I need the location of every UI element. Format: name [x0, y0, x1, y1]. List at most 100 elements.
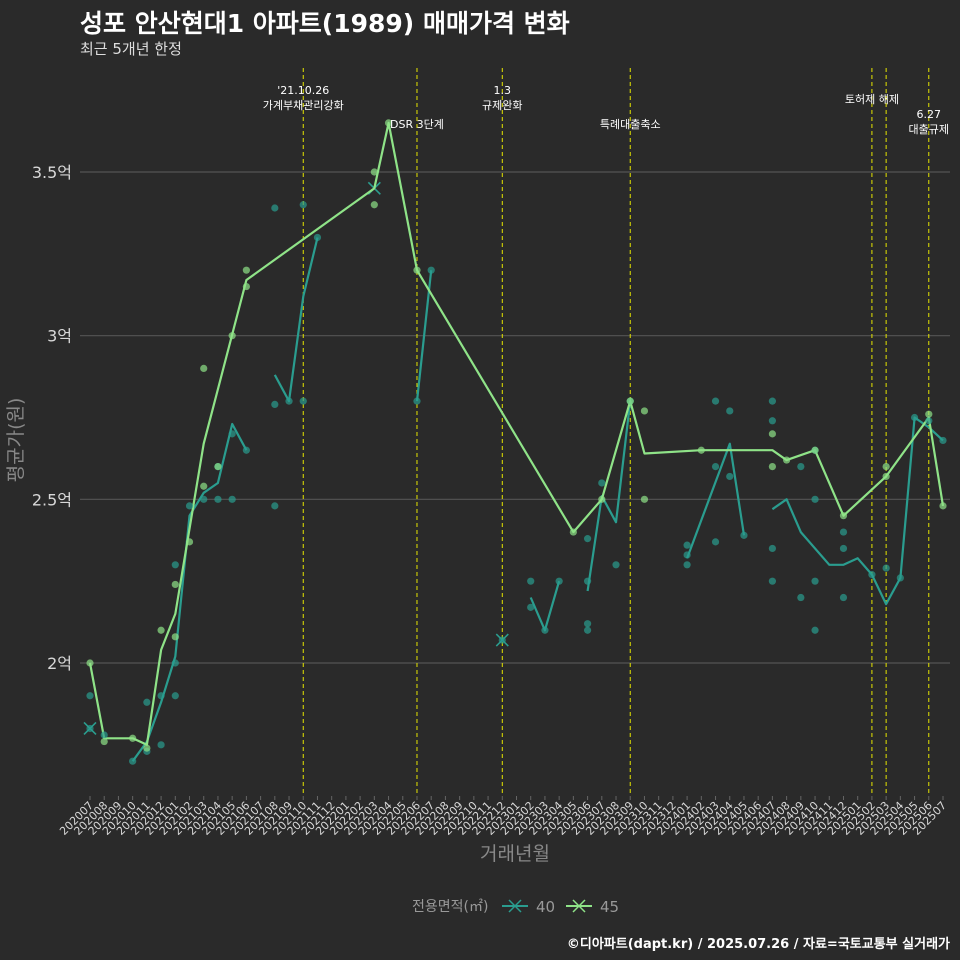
data-point-45 — [200, 482, 208, 490]
data-point-40 — [683, 561, 691, 569]
data-point-40 — [555, 577, 563, 585]
y-tick-label: 2.5억 — [32, 490, 72, 509]
data-point-40 — [740, 531, 748, 539]
data-point-45 — [640, 495, 649, 503]
data-point-45 — [100, 737, 108, 746]
data-point-40 — [797, 593, 805, 602]
data-point-40 — [768, 544, 777, 553]
legend-label-45: 45 — [600, 898, 619, 916]
series-line-40 — [529, 580, 561, 632]
data-point-40 — [811, 495, 819, 503]
data-point-45 — [157, 626, 165, 634]
data-point-40 — [683, 551, 691, 559]
data-point-45 — [598, 495, 606, 503]
legend-title: 전용면적(㎡) — [412, 899, 488, 915]
data-point-40 — [200, 495, 208, 503]
series-line-40 — [273, 237, 319, 403]
series-lines — [83, 121, 945, 762]
data-point-45 — [925, 410, 933, 418]
data-point-45 — [171, 580, 179, 589]
source-caption: ©디아파트(dapt.kr) / 2025.07.26 / 자료=국토교통부 실… — [566, 937, 950, 952]
event-annotation: 규제완화 — [482, 99, 522, 112]
data-point-40 — [413, 397, 421, 405]
series-line-45 — [88, 121, 945, 746]
event-annotation: '21.10.26 — [277, 84, 329, 97]
data-point-40 — [768, 417, 777, 425]
data-point-40 — [896, 574, 904, 582]
data-point-40 — [583, 535, 592, 543]
series-line-40 — [771, 416, 944, 606]
data-point-45 — [86, 659, 94, 667]
data-point-40 — [157, 692, 165, 700]
data-point-40 — [598, 479, 606, 487]
data-point-45 — [370, 168, 378, 176]
data-point-40 — [711, 463, 720, 471]
data-point-45 — [129, 734, 137, 742]
chart-subtitle: 최근 5개년 한정 — [80, 40, 182, 58]
data-point-40 — [811, 577, 819, 585]
y-tick-labels: 2억 2.5억 3억 3.5억 — [32, 163, 72, 673]
data-point-40 — [214, 495, 222, 503]
data-point-40 — [839, 528, 848, 536]
x-tick-labels: 2020072020082020092020102020112020122021… — [57, 796, 949, 838]
data-point-45 — [839, 512, 848, 520]
data-point-40 — [711, 538, 720, 546]
series-line-40 — [131, 422, 248, 762]
data-point-45 — [569, 528, 577, 536]
data-point-40 — [228, 495, 236, 503]
data-point-45 — [882, 472, 890, 481]
data-point-45 — [171, 633, 179, 641]
data-point-40 — [882, 564, 890, 572]
series-points — [86, 119, 947, 765]
legend-key-40 — [502, 899, 528, 913]
data-point-40 — [726, 407, 734, 415]
y-tick-label: 2억 — [47, 654, 72, 673]
data-point-40 — [129, 757, 137, 765]
data-point-40 — [285, 397, 293, 405]
series-line-40 — [686, 442, 746, 559]
x-axis-label: 거래년월 — [480, 843, 550, 865]
event-annotation: 1.3 — [494, 84, 512, 97]
data-point-40 — [939, 436, 947, 445]
data-point-40 — [583, 620, 592, 628]
data-point-40 — [100, 731, 108, 739]
data-point-45 — [783, 456, 791, 464]
data-point-45 — [200, 364, 208, 372]
data-point-45 — [384, 119, 393, 127]
data-point-40 — [839, 593, 848, 602]
data-point-45 — [143, 744, 151, 752]
data-point-40 — [583, 626, 592, 634]
data-point-40 — [612, 561, 620, 569]
data-point-45 — [939, 502, 947, 510]
y-axis-label: 평균가(원) — [5, 398, 27, 483]
data-point-40 — [711, 397, 720, 405]
event-annotation: 특례대출축소 — [600, 118, 661, 131]
data-point-40 — [768, 397, 777, 405]
data-point-45 — [370, 201, 378, 209]
data-point-40 — [271, 400, 279, 409]
data-point-40 — [868, 571, 876, 579]
data-point-40 — [313, 233, 322, 242]
event-annotation: 가계부채관리강화 — [263, 99, 344, 112]
data-point-45 — [882, 463, 890, 471]
y-tick-label: 3억 — [47, 327, 72, 346]
data-point-40 — [271, 204, 279, 212]
data-point-40 — [527, 577, 535, 585]
data-point-45 — [768, 463, 777, 471]
data-point-40 — [726, 472, 734, 481]
data-point-45 — [242, 282, 250, 291]
data-point-40 — [541, 626, 549, 634]
data-point-40 — [171, 561, 179, 569]
data-point-45 — [626, 397, 634, 405]
legend: 전용면적(㎡) 40 45 — [412, 898, 619, 916]
data-point-45 — [214, 463, 222, 471]
data-point-40 — [228, 430, 236, 438]
event-annotation: 6.27 — [917, 108, 942, 121]
legend-key-45 — [566, 899, 592, 913]
event-annotation: 대출규제 — [909, 123, 949, 136]
series-line-40 — [586, 400, 632, 592]
data-point-40 — [86, 724, 94, 733]
data-point-40 — [299, 397, 307, 405]
data-point-45 — [185, 538, 194, 546]
data-point-40 — [839, 544, 848, 553]
